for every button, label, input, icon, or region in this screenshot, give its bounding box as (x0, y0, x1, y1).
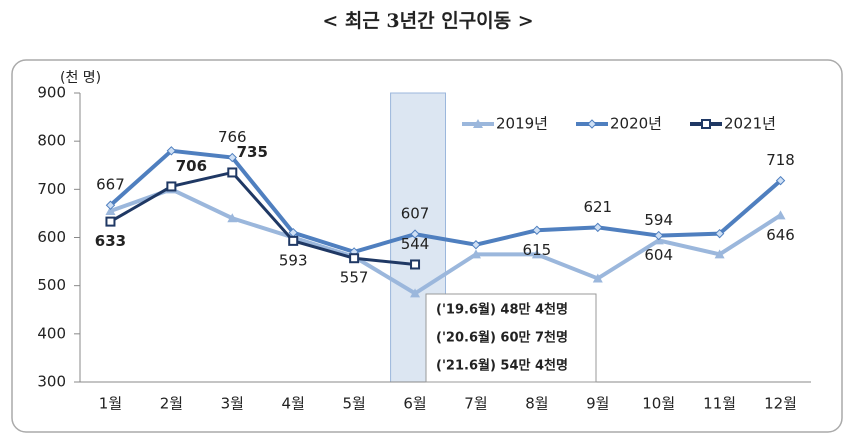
data-label: 604 (644, 246, 673, 264)
series-line (109, 187, 782, 296)
marker (470, 249, 481, 259)
data-label: 633 (95, 232, 126, 250)
x-tick-label: 4월 (282, 395, 305, 413)
x-tick-label: 3월 (221, 395, 244, 413)
marker (166, 146, 177, 156)
y-tick-label: 400 (37, 324, 66, 342)
marker (654, 230, 664, 241)
annotation-text: ('19.6월) 48만 4천명 (436, 302, 568, 318)
data-label: 646 (766, 226, 795, 244)
marker (593, 222, 603, 233)
y-tick-label: 300 (37, 373, 66, 391)
data-label: 718 (766, 151, 795, 169)
marker (288, 235, 299, 246)
legend-marker (587, 119, 597, 129)
data-label: 593 (279, 251, 308, 269)
data-label: 735 (237, 143, 268, 161)
marker (349, 253, 360, 264)
data-label: 607 (401, 205, 430, 223)
x-tick-label: 11월 (703, 395, 736, 413)
data-label: 621 (583, 198, 612, 216)
data-label: 766 (218, 128, 247, 146)
y-tick-label: 600 (37, 228, 66, 246)
series-line (109, 170, 416, 266)
data-label: 557 (340, 269, 369, 287)
x-tick-label: 12월 (764, 395, 797, 413)
marker (592, 273, 603, 283)
y-tick-label: 700 (37, 180, 66, 198)
y-tick-label: 900 (37, 84, 66, 102)
x-tick-label: 6월 (403, 395, 426, 413)
marker (531, 249, 542, 259)
marker (410, 288, 421, 298)
x-tick-label: 10월 (642, 395, 675, 413)
legend-label: 2020년 (610, 115, 662, 133)
legend-label: 2019년 (496, 115, 548, 133)
marker (714, 249, 725, 259)
data-label: 667 (96, 176, 125, 194)
y-tick-label: 500 (37, 276, 66, 294)
x-tick-label: 7월 (464, 395, 487, 413)
legend-marker (701, 119, 711, 129)
data-label: 706 (176, 157, 207, 175)
y-tick-label: 800 (37, 132, 66, 150)
marker (166, 181, 177, 192)
marker (775, 210, 786, 220)
annotation-box (425, 293, 597, 383)
x-tick-label: 9월 (586, 395, 609, 413)
x-tick-label: 8월 (525, 395, 548, 413)
legend-label: 2021년 (724, 115, 776, 133)
series-line (109, 148, 782, 255)
x-tick-label: 1월 (99, 395, 122, 413)
marker (714, 228, 725, 239)
marker (227, 167, 238, 178)
data-label: 615 (523, 241, 552, 259)
legend-marker (473, 119, 483, 128)
marker (105, 216, 116, 227)
annotation-text: ('20.6월) 60만 7천명 (436, 330, 568, 346)
marker (410, 229, 420, 239)
x-tick-label: 5월 (342, 395, 365, 413)
data-label: 544 (401, 235, 430, 253)
chart-title: < 최근 3년간 인구이동 > (322, 10, 533, 32)
marker (227, 152, 237, 163)
marker (471, 240, 481, 250)
marker (532, 225, 542, 235)
marker (775, 175, 786, 186)
marker (105, 206, 116, 216)
data-label: 594 (644, 211, 673, 229)
marker (105, 200, 116, 210)
marker (227, 213, 238, 223)
marker (410, 259, 421, 270)
annotation-text: ('21.6월) 54만 4천명 (436, 358, 568, 374)
y-unit-label: (천 명) (60, 70, 101, 86)
x-tick-label: 2월 (160, 395, 183, 413)
